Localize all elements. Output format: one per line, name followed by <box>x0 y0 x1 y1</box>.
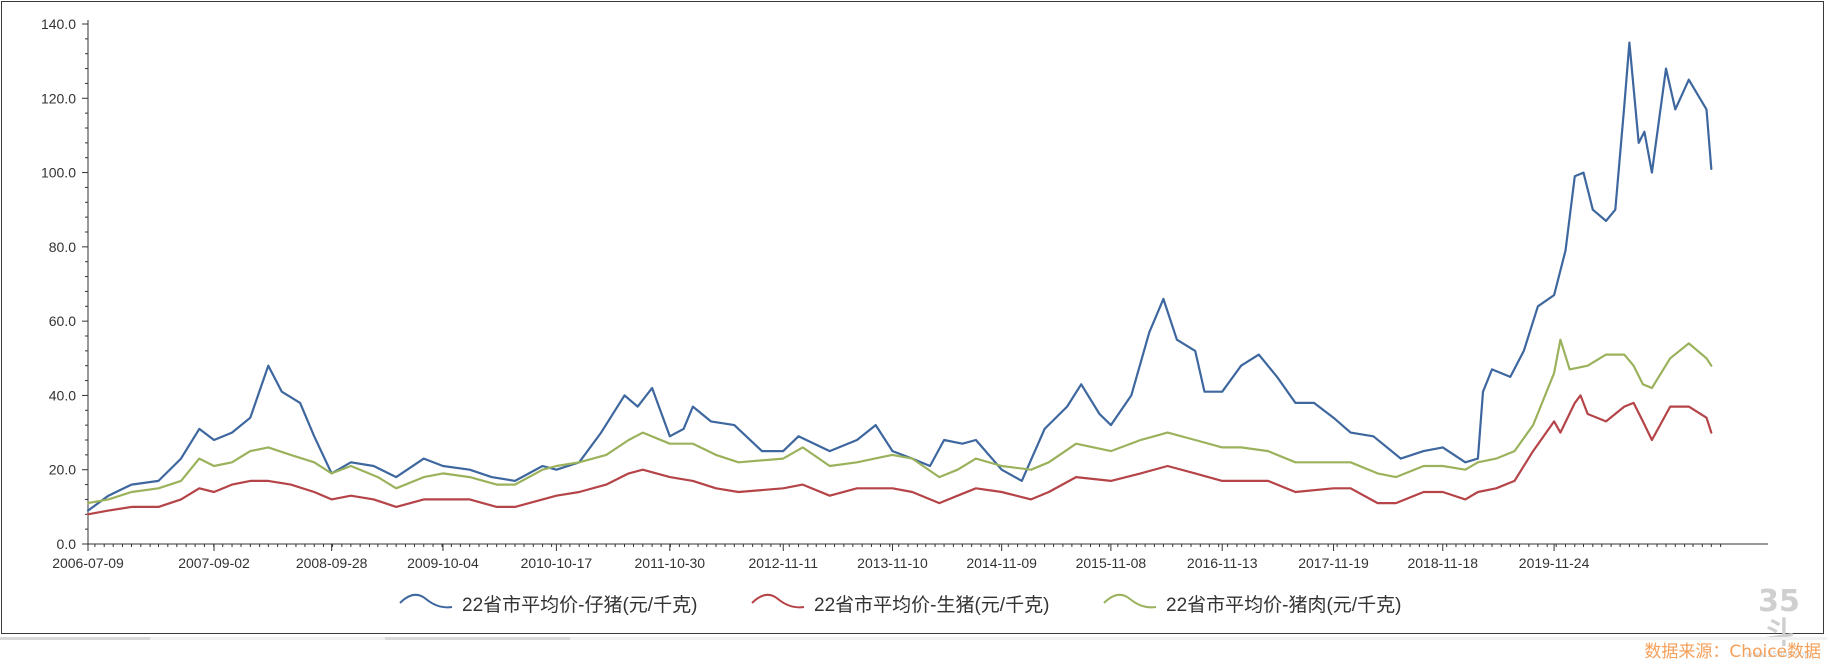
series-line-3 <box>86 338 1713 505</box>
data-source-label: 数据来源：Choice数据 <box>1644 642 1821 662</box>
x-tick-label: 2009-10-04 <box>407 555 479 571</box>
legend-label: 22省市平均价-生猪(元/千克) <box>814 594 1049 616</box>
y-tick-label: 20.0 <box>49 462 76 478</box>
y-axis-ticks: 0.0 20.0 40.0 60.0 80.0 100.0 120.0 140.0 <box>41 16 88 552</box>
y-tick-label: 80.0 <box>49 239 76 255</box>
bottom-bar: 数据来源：Choice数据 <box>0 637 1827 662</box>
line-chart: 0.0 20.0 40.0 60.0 80.0 100.0 120.0 140.0 2006-… <box>41 16 1768 616</box>
watermark-logo: 35斗 www.35dou.com <box>1744 584 1814 660</box>
watermark-url: www.35dou.com <box>1745 650 1813 659</box>
watermark-main: 35斗 <box>1758 584 1800 651</box>
y-tick-label: 60.0 <box>49 313 76 329</box>
x-axis-ticks: 2006-07-09 2007-09-02 2008-09-28 2009-10-04… <box>52 544 1722 571</box>
series-lines <box>86 41 1713 516</box>
axes <box>87 20 1768 545</box>
x-tick-label: 2014-11-09 <box>966 555 1037 571</box>
legend-label: 22省市平均价-仔猪(元/千克) <box>462 594 697 616</box>
y-tick-label: 0.0 <box>57 536 77 552</box>
series-line-1 <box>86 41 1713 512</box>
chart-frame: 0.0 20.0 40.0 60.0 80.0 100.0 120.0 140.0 2006-… <box>1 1 1824 634</box>
x-tick-label: 2015-11-08 <box>1076 555 1147 571</box>
y-tick-label: 100.0 <box>41 165 76 181</box>
x-tick-label: 2019-11-24 <box>1519 555 1590 571</box>
scroll-strip <box>0 637 1827 640</box>
y-tick-label: 140.0 <box>41 16 76 32</box>
y-tick-label: 40.0 <box>49 387 76 403</box>
legend-label: 22省市平均价-猪肉(元/千克) <box>1166 594 1401 616</box>
x-tick-label: 2016-11-13 <box>1187 555 1258 571</box>
x-tick-label: 2018-11-18 <box>1407 555 1478 571</box>
scroll-thumb[interactable] <box>0 637 150 640</box>
legend-swatch <box>751 593 805 609</box>
legend-swatch <box>1103 593 1157 609</box>
legend-swatch <box>399 593 453 609</box>
x-tick-label: 2007-09-02 <box>178 555 250 571</box>
legend: 22省市平均价-仔猪(元/千克) 22省市平均价-生猪(元/千克) 22省市平均价-… <box>399 593 1401 616</box>
x-tick-label: 2006-07-09 <box>52 555 124 571</box>
x-tick-label: 2010-10-17 <box>521 555 593 571</box>
series-line-2 <box>86 394 1713 516</box>
scroll-thumb[interactable] <box>385 637 570 640</box>
x-tick-label: 2012-11-11 <box>748 555 818 571</box>
y-tick-label: 120.0 <box>41 90 76 106</box>
x-tick-label: 2011-10-30 <box>635 555 706 571</box>
x-tick-label: 2008-09-28 <box>296 555 368 571</box>
x-tick-label: 2017-11-19 <box>1298 555 1369 571</box>
x-tick-label: 2013-11-10 <box>857 555 928 571</box>
